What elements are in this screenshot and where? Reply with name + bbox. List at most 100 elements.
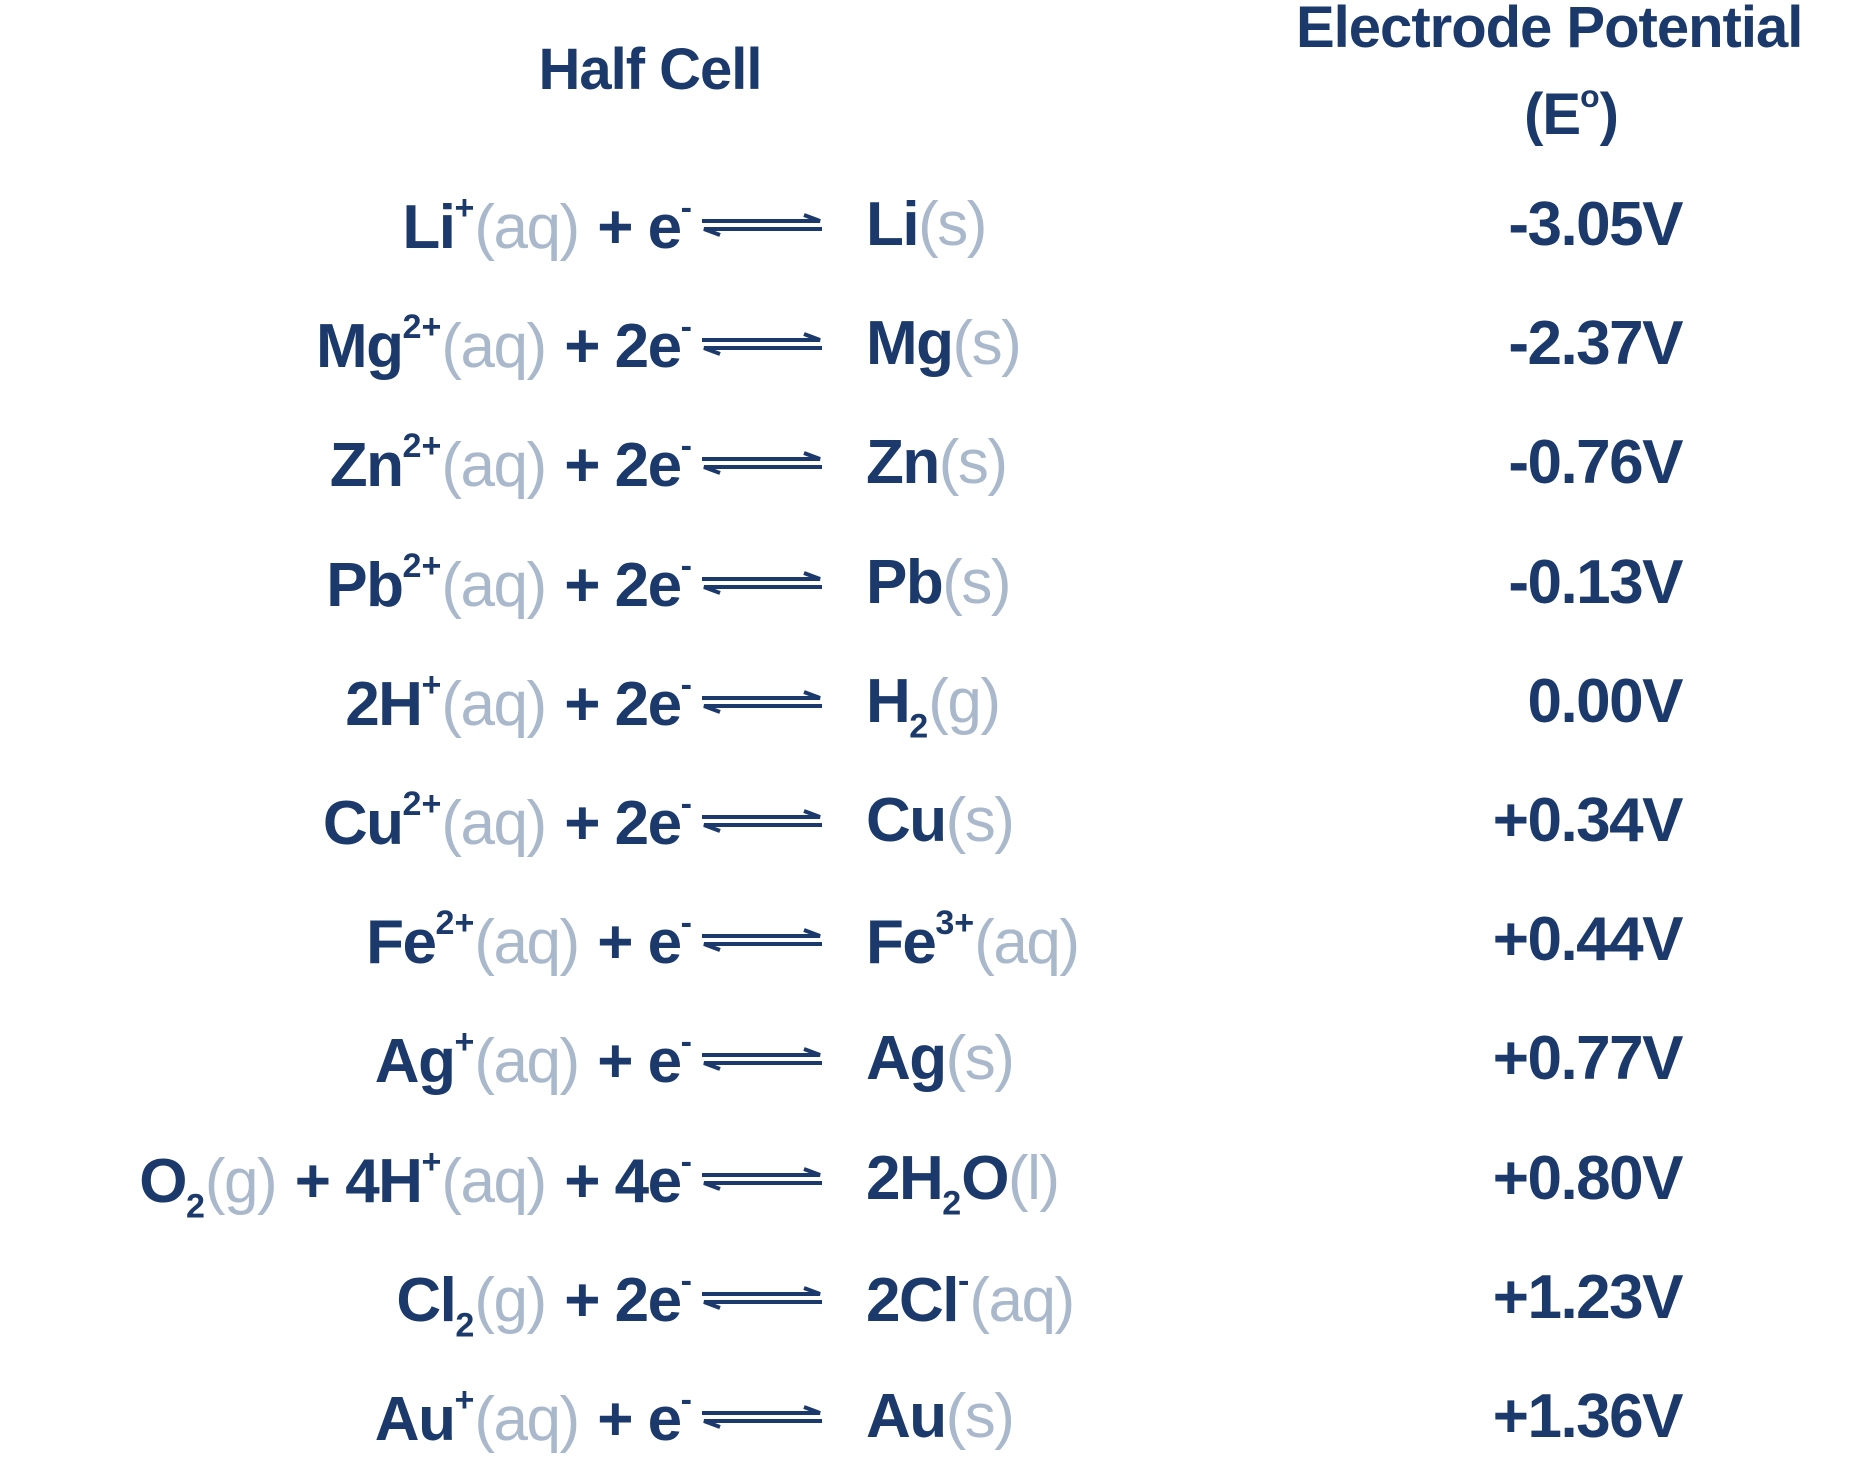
state-symbol: (s)	[945, 1024, 1015, 1094]
state-symbol: (aq)	[441, 431, 547, 501]
formula-text: + 2e	[564, 669, 682, 739]
formula-text: Electrode Potential	[1296, 0, 1803, 60]
formula-text: + 4H	[294, 1146, 423, 1216]
formula-text: 2H	[345, 669, 423, 739]
formula-text: Li	[402, 192, 456, 262]
supscript: +	[454, 1023, 475, 1062]
supscript: -	[680, 1023, 692, 1062]
state-symbol: (g)	[204, 1146, 278, 1216]
table-row: O2(g) + 4H+(aq) + 4e- 2H2O(l) +0.80V	[0, 1133, 1852, 1226]
table-row: Zn2+(aq) + 2e- Zn(s) -0.76V	[0, 417, 1852, 507]
reactants: Au+(aq) + e-	[375, 1381, 692, 1455]
subscript: 2	[909, 707, 929, 746]
electrode-potential: -0.76V	[1508, 428, 1683, 498]
formula-text: Au	[374, 1384, 456, 1454]
table-row: Cl2(g) + 2e- 2Cl-(aq) +1.23V	[0, 1252, 1852, 1344]
equilibrium-arrow	[702, 451, 822, 476]
formula-text: + e	[597, 1384, 682, 1454]
state-symbol: (g)	[474, 1265, 547, 1335]
products: Cu(s)	[866, 785, 1015, 856]
table-row: Ag+(aq) + e- Ag(s) +0.77V	[0, 1013, 1852, 1103]
state-symbol: (s)	[938, 428, 1008, 498]
supscript: -	[680, 665, 692, 704]
products: Fe3+(aq)	[866, 904, 1080, 978]
products: Pb(s)	[866, 547, 1012, 618]
state-symbol: (aq)	[441, 1146, 547, 1216]
state-symbol: (s)	[952, 309, 1022, 379]
formula-text: Ag	[374, 1027, 456, 1097]
products: Li(s)	[866, 189, 987, 260]
supscript: +	[454, 189, 475, 227]
subscript: 2	[185, 1186, 205, 1225]
formula-text: H	[866, 666, 911, 736]
supscript: +	[421, 1142, 442, 1181]
reactants: Fe2+(aq) + e-	[366, 904, 692, 978]
supscript: -	[680, 785, 692, 823]
table-row: Mg2+(aq) + 2e- Mg(s) -2.37V	[0, 298, 1852, 388]
supscript: 2+	[435, 904, 475, 943]
supscript: -	[680, 546, 692, 585]
state-symbol: (aq)	[441, 788, 547, 858]
state-symbol: (aq)	[441, 312, 547, 382]
equilibrium-arrow	[702, 1285, 822, 1310]
formula-text: + 2e	[564, 431, 682, 501]
electrode-potential: 0.00V	[1527, 666, 1683, 736]
formula-text: + 2e	[564, 312, 682, 382]
formula-text: (E	[1524, 82, 1581, 148]
potential-header: Electrode Potential	[1296, 0, 1803, 61]
formula-text: + 2e	[564, 550, 682, 620]
electrode-potential: +1.23V	[1492, 1262, 1684, 1332]
electrode-potential: +0.80V	[1492, 1143, 1684, 1213]
state-symbol: (aq)	[474, 908, 580, 978]
formula-text: + e	[597, 192, 682, 262]
equilibrium-arrow	[702, 332, 822, 357]
supscript: -	[680, 904, 692, 943]
state-symbol: (aq)	[974, 908, 1080, 978]
subscript: 2	[942, 1183, 962, 1222]
state-symbol: (aq)	[474, 1384, 580, 1454]
formula-text: + e	[597, 908, 682, 978]
supscript: +	[421, 665, 442, 704]
electrode-potential: +1.36V	[1492, 1382, 1684, 1451]
supscript: 2+	[402, 427, 442, 466]
state-symbol: (aq)	[474, 1027, 580, 1097]
reactants: O2(g) + 4H+(aq) + 4e-	[139, 1143, 692, 1226]
reactants: Cu2+(aq) + 2e-	[323, 785, 692, 859]
reactants: Ag+(aq) + e-	[375, 1023, 692, 1097]
formula-text: Pb	[866, 547, 944, 617]
table-row: Li+(aq) + e- Li(s) -3.05V	[0, 179, 1852, 269]
table-row: Cu2+(aq) + 2e- Cu(s) +0.34V	[0, 775, 1852, 865]
formula-text: Ag	[866, 1024, 947, 1094]
state-symbol: (aq)	[441, 550, 547, 620]
supscript: -	[680, 189, 692, 227]
formula-text: O	[961, 1143, 1009, 1213]
reactants: Mg2+(aq) + 2e-	[316, 308, 692, 382]
formula-text: Cu	[866, 786, 947, 855]
products: 2H2O(l)	[866, 1143, 1060, 1223]
reactants: Pb2+(aq) + 2e-	[326, 547, 692, 621]
table-row: Au+(aq) + e- Au (s) +1.36V	[0, 1371, 1852, 1461]
formula-text: Zn	[866, 428, 940, 498]
equilibrium-arrow	[702, 570, 822, 595]
formula-text: Cl	[396, 1265, 457, 1335]
electrode-potential: +0.77V	[1492, 1024, 1684, 1094]
formula-text: Cu	[322, 788, 404, 858]
equilibrium-arrow	[702, 1047, 822, 1072]
equilibrium-arrow	[702, 213, 822, 237]
table-row: 2H+(aq) + 2e- H2(g) 0.00V	[0, 656, 1852, 746]
potential-unit: (Eo)	[1524, 78, 1619, 148]
state-symbol: (aq)	[969, 1265, 1075, 1335]
formula-text: Mg	[315, 312, 404, 382]
products: Mg(s)	[866, 308, 1022, 379]
supscript: +	[454, 1381, 475, 1419]
state-symbol: (aq)	[474, 192, 580, 262]
state-symbol: (s)	[945, 1382, 1015, 1451]
electrode-potential: -2.37V	[1508, 309, 1683, 379]
formula-text: + e	[597, 1027, 682, 1097]
formula-text: Fe	[366, 908, 437, 978]
state-symbol: (g)	[928, 666, 1001, 736]
formula-text: 2H	[866, 1143, 944, 1213]
products: 2Cl-(aq)	[866, 1262, 1075, 1336]
formula-text: Fe	[866, 908, 937, 978]
